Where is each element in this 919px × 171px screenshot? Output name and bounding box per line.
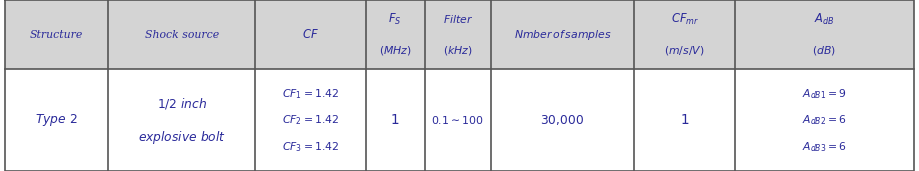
Text: $\mathit{A_{dB2}=6}$: $\mathit{A_{dB2}=6}$ xyxy=(802,113,846,127)
Bar xyxy=(5,0,914,69)
Text: $\mathit{CF_2}=1.42$: $\mathit{CF_2}=1.42$ xyxy=(282,113,339,127)
Text: $\mathit{CF_1}=1.42$: $\mathit{CF_1}=1.42$ xyxy=(282,87,339,101)
Text: $\mathit{Nmber\,of\,samples}$: $\mathit{Nmber\,of\,samples}$ xyxy=(514,28,611,42)
Text: $\mathit{(kHz)}$: $\mathit{(kHz)}$ xyxy=(443,43,472,57)
Text: $\mathit{explosive\ bolt}$: $\mathit{explosive\ bolt}$ xyxy=(138,129,226,146)
Text: $\mathit{(m/s/V)}$: $\mathit{(m/s/V)}$ xyxy=(664,43,705,57)
Text: $\mathit{CF_3}=1.42$: $\mathit{CF_3}=1.42$ xyxy=(282,140,339,154)
Text: $\mathit{A_{dB3}=6}$: $\mathit{A_{dB3}=6}$ xyxy=(802,140,846,154)
Text: $\mathit{(MHz)}$: $\mathit{(MHz)}$ xyxy=(379,43,412,57)
Text: $\mathit{A_{dB}}$: $\mathit{A_{dB}}$ xyxy=(814,12,834,27)
Text: Structure: Structure xyxy=(30,30,83,40)
Text: $\mathit{30{,}000}$: $\mathit{30{,}000}$ xyxy=(540,113,584,127)
Text: $\mathit{1}$: $\mathit{1}$ xyxy=(680,113,689,127)
Text: $\mathit{CF_{mr}}$: $\mathit{CF_{mr}}$ xyxy=(671,12,698,27)
Text: $\mathit{A_{dB1}=9}$: $\mathit{A_{dB1}=9}$ xyxy=(802,87,846,101)
Text: $\mathit{0.1{\sim}100}$: $\mathit{0.1{\sim}100}$ xyxy=(431,114,484,126)
Text: $\mathit{1/2\ inch}$: $\mathit{1/2\ inch}$ xyxy=(157,96,207,110)
Text: $\mathit{(dB)}$: $\mathit{(dB)}$ xyxy=(812,43,836,57)
Text: $\mathit{CF}$: $\mathit{CF}$ xyxy=(302,28,319,41)
Text: $\mathit{Filter}$: $\mathit{Filter}$ xyxy=(443,13,472,25)
Bar xyxy=(5,69,914,171)
Text: Shock source: Shock source xyxy=(145,30,219,40)
Text: $\mathit{Type\ 2}$: $\mathit{Type\ 2}$ xyxy=(35,112,78,128)
Text: $\mathit{1}$: $\mathit{1}$ xyxy=(391,113,400,127)
Text: $\mathit{F_S}$: $\mathit{F_S}$ xyxy=(389,12,402,27)
